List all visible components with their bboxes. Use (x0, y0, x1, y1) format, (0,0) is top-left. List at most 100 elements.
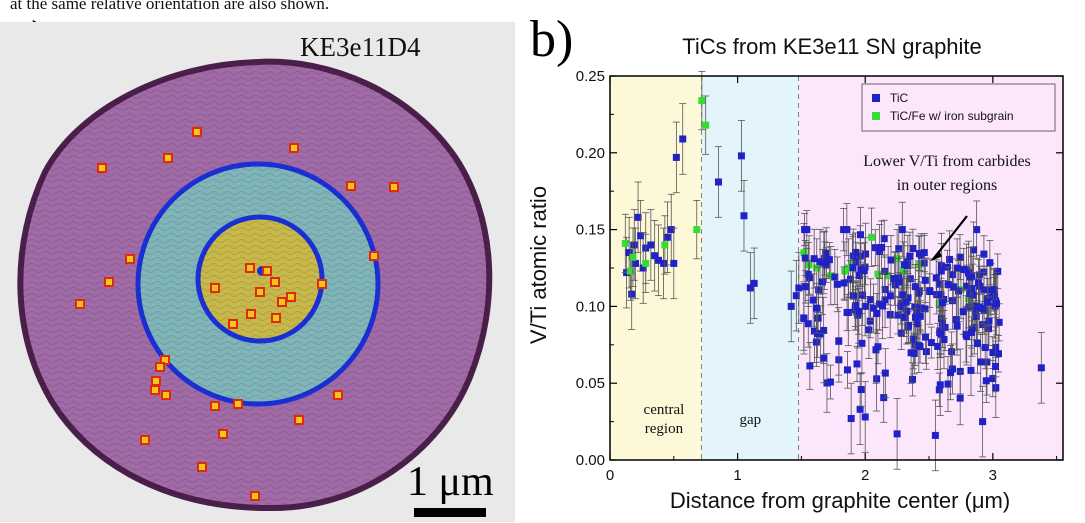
data-point (973, 226, 981, 234)
data-point (850, 292, 858, 300)
region-band (798, 76, 1063, 460)
data-point (975, 271, 983, 279)
data-point (940, 336, 948, 344)
data-point (967, 366, 975, 374)
data-point (800, 249, 808, 257)
data-point (841, 267, 849, 275)
graphite-micrograph (0, 22, 515, 522)
data-point (852, 248, 860, 256)
data-point (693, 226, 701, 234)
carbide-marker (271, 313, 281, 323)
data-point (979, 304, 987, 312)
carbide-marker (389, 182, 399, 192)
y-tick-label: 0.15 (576, 222, 605, 239)
carbide-marker (210, 283, 220, 293)
data-point (891, 281, 899, 289)
data-point (994, 350, 1002, 358)
data-point (909, 245, 917, 253)
data-point (911, 283, 919, 291)
data-point (980, 250, 988, 258)
carbide-marker (192, 127, 202, 137)
data-point (861, 302, 869, 310)
data-point (663, 233, 671, 241)
data-point (637, 232, 645, 240)
carbide-marker (245, 263, 255, 273)
data-point (801, 254, 809, 262)
carbide-marker (286, 292, 296, 302)
data-point (899, 291, 907, 299)
data-point (976, 282, 984, 290)
data-point (921, 276, 929, 284)
carbide-marker (255, 287, 265, 297)
data-point (895, 274, 903, 282)
carbide-marker (270, 277, 280, 287)
data-point (987, 293, 995, 301)
data-point (881, 296, 889, 304)
carbide-marker (262, 266, 272, 276)
data-point (902, 298, 910, 306)
annotation-arrowhead (930, 250, 943, 262)
data-point (917, 304, 925, 312)
central-texture (198, 217, 322, 341)
data-point (981, 344, 989, 352)
data-point (986, 259, 994, 267)
data-point (826, 378, 834, 386)
data-point (840, 279, 848, 287)
data-point (972, 308, 980, 316)
data-point (870, 304, 878, 312)
data-point (953, 264, 961, 272)
data-point (937, 267, 945, 275)
data-point (893, 430, 901, 438)
data-point (660, 259, 668, 267)
data-point (800, 314, 808, 322)
carbide-marker (197, 462, 207, 472)
carbide-marker (150, 385, 160, 395)
data-point (916, 312, 924, 320)
data-point (948, 297, 956, 305)
data-point (787, 302, 795, 310)
data-point (670, 259, 678, 267)
panel-b-label: b) (530, 11, 574, 68)
data-point (916, 343, 924, 351)
data-point (821, 254, 829, 262)
data-point (948, 271, 956, 279)
data-point (820, 259, 828, 267)
data-point (920, 249, 928, 257)
data-point (827, 272, 835, 280)
data-point (948, 348, 956, 356)
data-point (880, 235, 888, 243)
marks-layer (621, 70, 1045, 472)
annotation-text: in outer regions (897, 177, 997, 194)
data-point (858, 339, 866, 347)
data-point (854, 311, 862, 319)
scale-bar-label: 1 μm (407, 459, 494, 505)
data-point (975, 303, 983, 311)
data-point (935, 386, 943, 394)
data-point (865, 326, 873, 334)
data-point (866, 317, 874, 325)
data-point (874, 343, 882, 351)
data-point (750, 279, 758, 287)
carbide-marker (75, 299, 85, 309)
data-point (651, 252, 659, 260)
data-point (853, 360, 861, 368)
data-point (911, 313, 919, 321)
annotation-layer: Lower V/Ti from carbides in outer regions (863, 153, 1031, 262)
data-point (822, 249, 830, 257)
data-point (847, 415, 855, 423)
sample-id: KE3e11D4 (300, 32, 421, 62)
data-point (935, 280, 943, 288)
data-point (904, 261, 912, 269)
data-point (895, 245, 903, 253)
carbide-marker (233, 399, 243, 409)
data-point (814, 314, 822, 322)
carbide-marker (218, 429, 228, 439)
data-point (852, 258, 860, 266)
data-point (632, 259, 640, 267)
data-point (862, 250, 870, 258)
data-point (851, 302, 859, 310)
data-point (806, 362, 814, 370)
data-point (956, 253, 964, 261)
data-point (740, 212, 748, 220)
data-point (962, 282, 970, 290)
